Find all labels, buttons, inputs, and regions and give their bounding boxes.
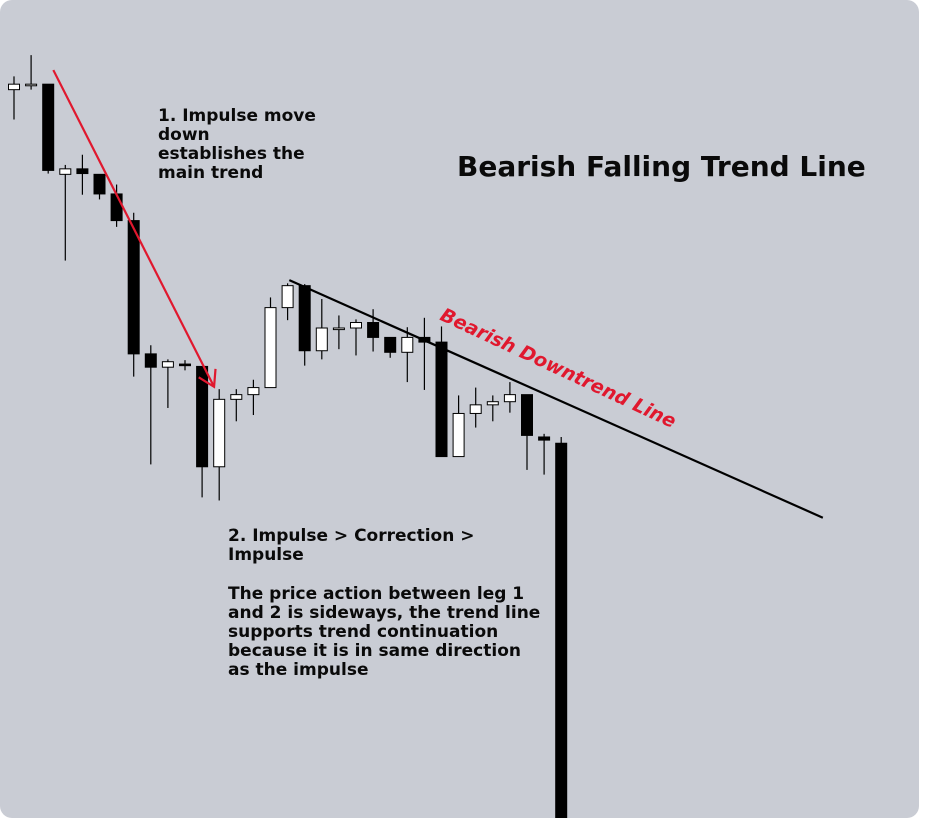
annotation-impulse-correction: 2. Impulse > Correction > Impulse — [228, 526, 475, 565]
candle-25 — [418, 317, 431, 390]
bull-candle-body — [230, 394, 243, 400]
bear-candle-body — [127, 220, 140, 355]
bear-candle-body — [298, 285, 311, 352]
bear-candle-body — [179, 363, 191, 367]
bull-candle-body — [350, 322, 362, 329]
bull-candle-body — [264, 307, 277, 389]
bear-candle-body — [384, 336, 397, 353]
bull-candle-body — [281, 285, 294, 309]
bear-candle-body — [93, 173, 106, 195]
candle-7 — [110, 184, 123, 227]
candle-30 — [503, 382, 516, 413]
bear-candle-body — [367, 322, 380, 338]
overlays-group — [52, 69, 824, 519]
bull-candle-body — [486, 401, 499, 406]
candle-9 — [144, 345, 157, 465]
candle-5 — [76, 154, 89, 195]
annotation-impulse-move: 1. Impulse move down establishes the mai… — [158, 106, 316, 183]
candle-28 — [469, 387, 482, 428]
bull-candle-body — [213, 398, 226, 468]
candle-24 — [401, 327, 414, 383]
bear-candle-body — [521, 394, 533, 436]
chart-title: Bearish Falling Trend Line — [457, 150, 866, 183]
candle-14 — [230, 389, 243, 422]
bull-candle-body — [161, 361, 174, 368]
candle-17 — [281, 283, 294, 321]
candle-13 — [213, 389, 226, 501]
candle-16 — [264, 297, 277, 389]
bear-candle-body — [538, 436, 551, 441]
bear-candle-body — [435, 341, 448, 458]
bear-candle-body — [144, 353, 157, 368]
candle-20 — [332, 315, 345, 350]
bull-candle-body — [247, 387, 260, 396]
candle-22 — [367, 309, 380, 352]
candle-8 — [127, 212, 140, 377]
candle-33 — [555, 436, 568, 818]
candle-4 — [59, 164, 72, 261]
impulse-arrow-head — [198, 368, 217, 389]
bear-candle-body — [110, 193, 123, 222]
bear-candle-body — [76, 168, 89, 175]
candle-29 — [486, 395, 499, 422]
bull-candle-body — [401, 336, 414, 353]
bull-candle-body — [452, 412, 465, 458]
candle-10 — [161, 359, 174, 408]
candle-6 — [93, 173, 106, 200]
bearish-trend-line — [288, 279, 824, 519]
bull-candle-body — [503, 394, 516, 403]
bear-candle-body — [42, 83, 55, 171]
candle-12 — [196, 365, 209, 498]
candle-1 — [8, 76, 20, 120]
candle-23 — [384, 336, 397, 358]
bear-candle-body — [555, 442, 568, 818]
candle-32 — [538, 433, 551, 475]
candle-31 — [521, 394, 533, 470]
bull-candle-body — [59, 168, 72, 175]
candle-27 — [452, 395, 465, 458]
bull-candle-body — [315, 327, 328, 352]
bear-candle-body — [196, 365, 209, 468]
candle-19 — [315, 298, 328, 360]
impulse-arrow-shaft — [52, 69, 216, 388]
candles-group — [8, 55, 568, 818]
bull-candle-body — [332, 327, 345, 331]
candle-15 — [247, 379, 260, 416]
impulse-arrow — [52, 69, 217, 389]
candle-2 — [25, 55, 38, 90]
candle-11 — [179, 360, 191, 371]
annotation-sideways-explanation: The price action between leg 1 and 2 is … — [228, 584, 541, 680]
candle-18 — [298, 284, 311, 366]
bull-candle-body — [25, 83, 38, 87]
bull-candle-body — [8, 83, 20, 91]
candle-3 — [42, 83, 55, 174]
candle-21 — [350, 319, 362, 356]
bull-candle-body — [469, 404, 482, 414]
